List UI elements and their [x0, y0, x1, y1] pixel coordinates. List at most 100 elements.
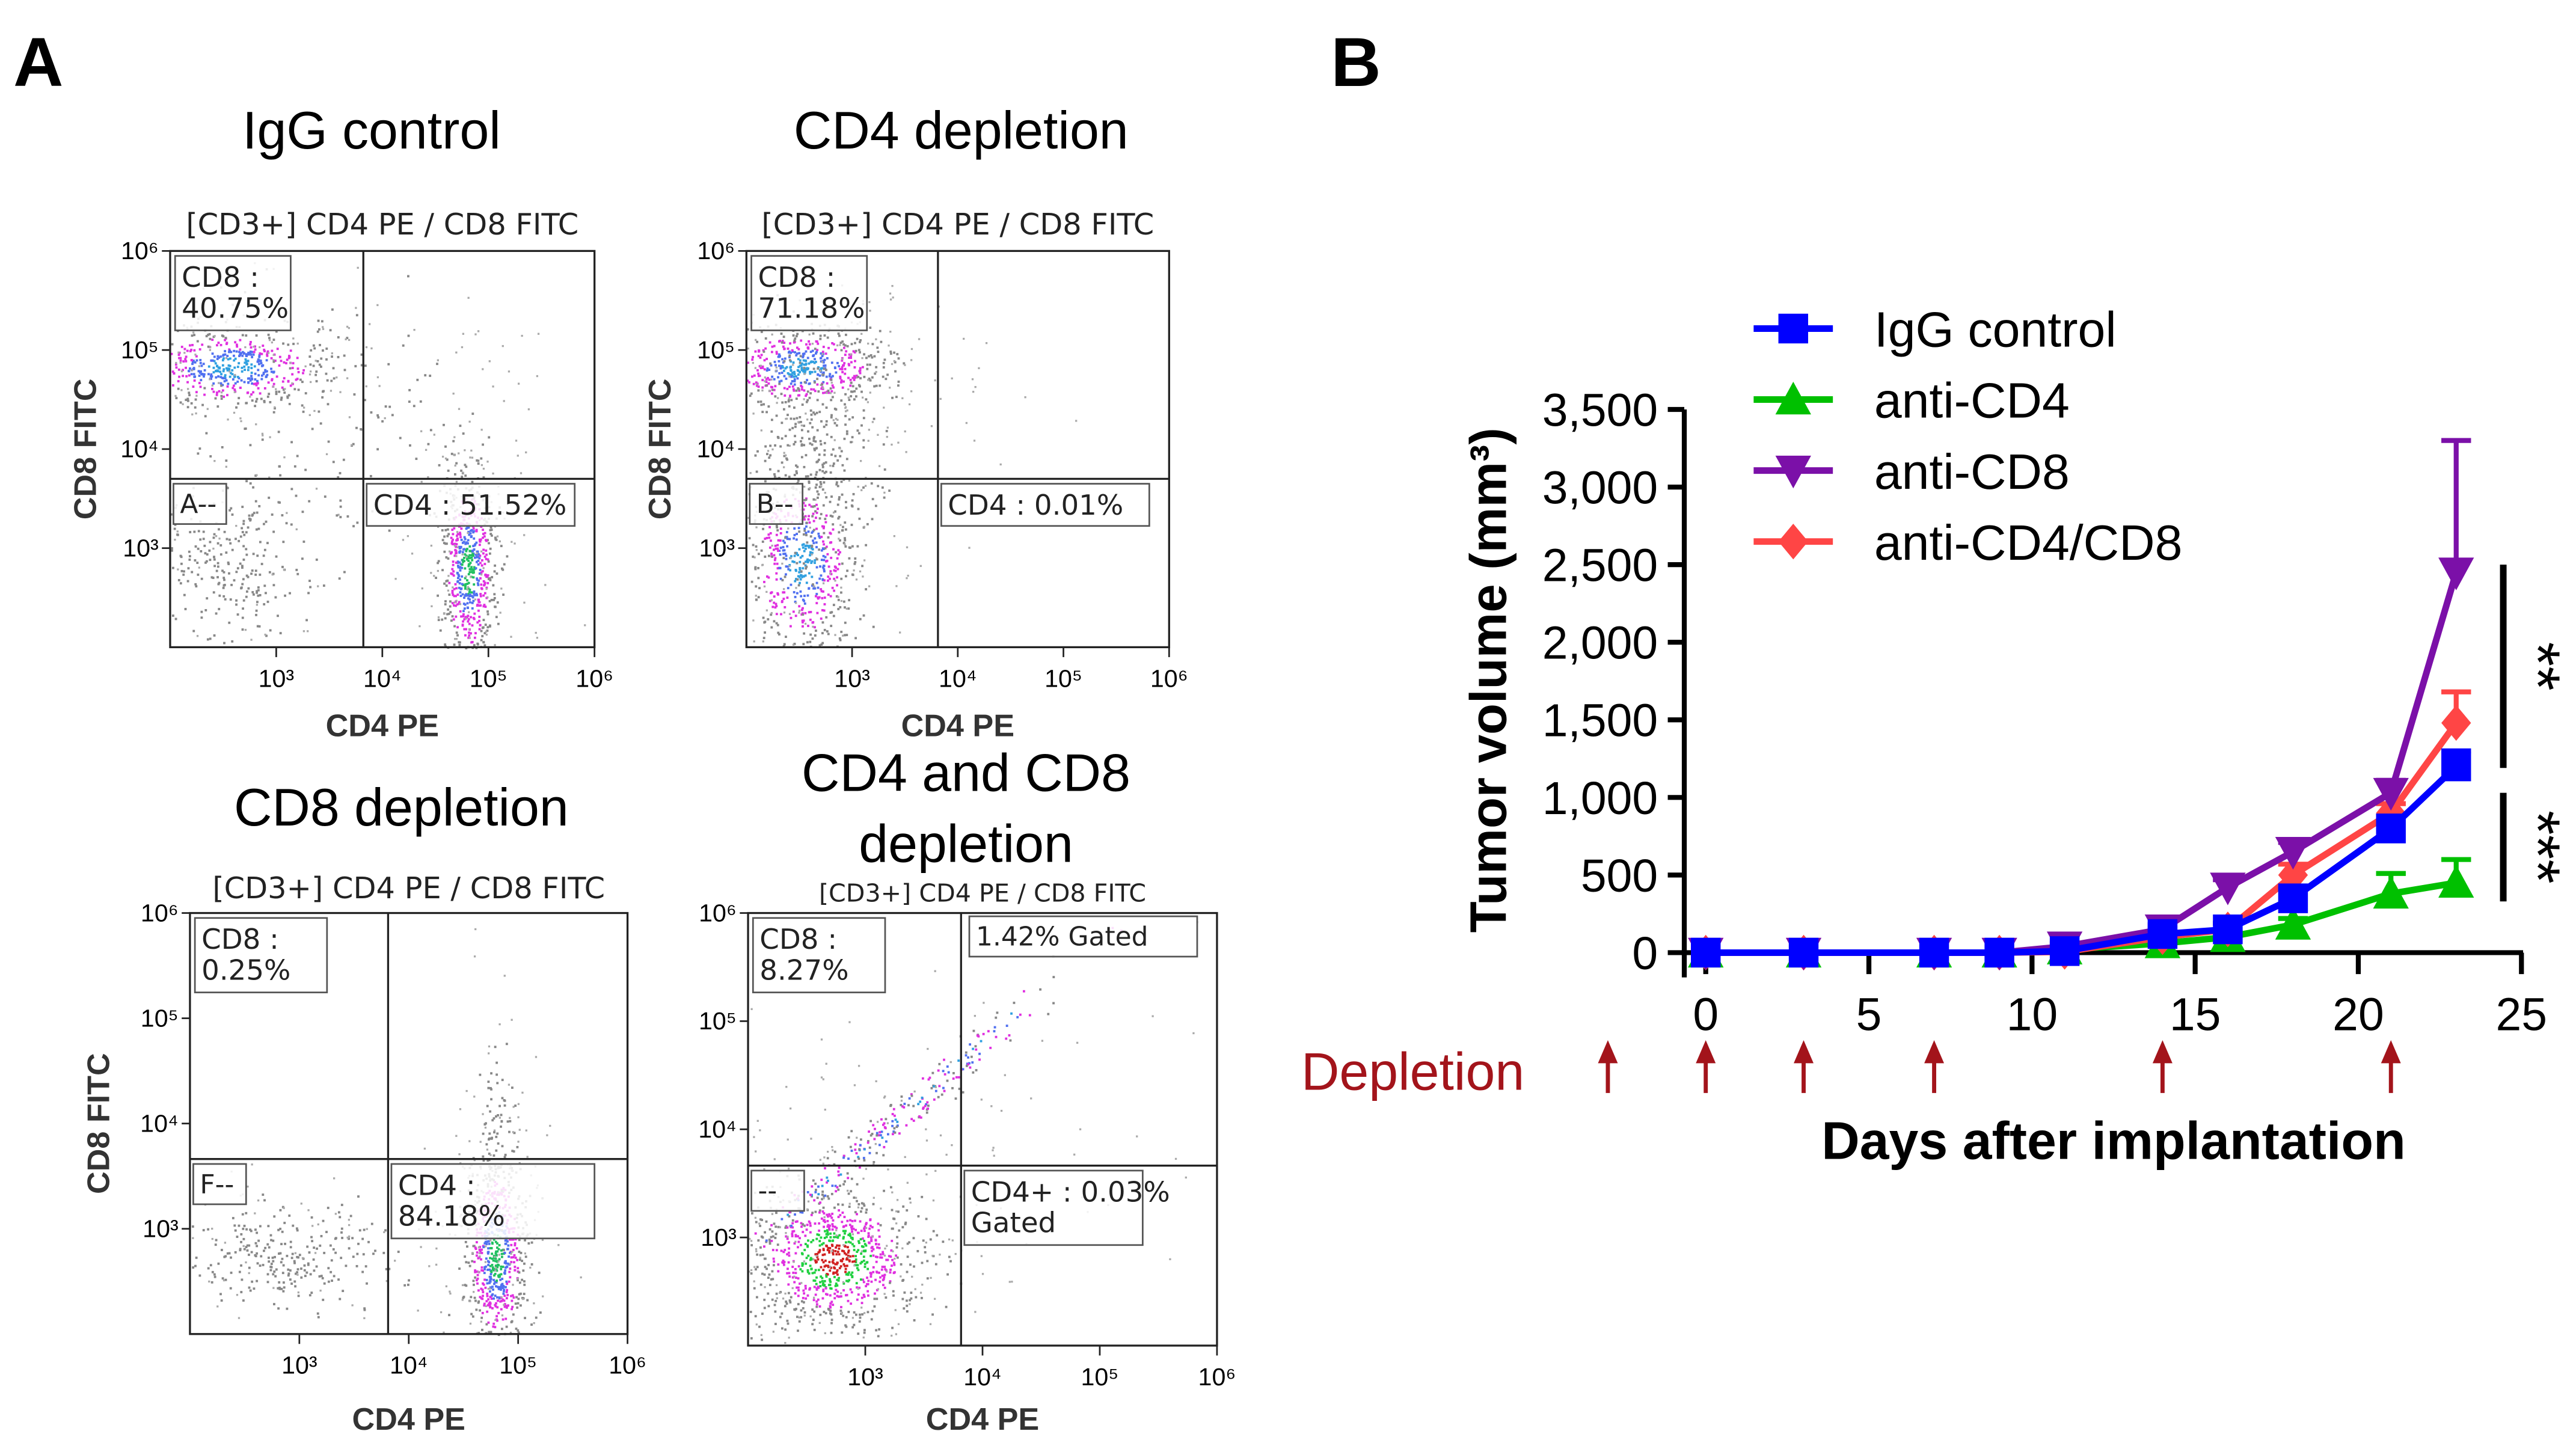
event-dot — [250, 377, 253, 380]
event-dot — [228, 364, 232, 367]
event-dot — [483, 1278, 486, 1281]
event-dot — [838, 531, 841, 534]
event-dot — [869, 1273, 872, 1276]
event-dot — [868, 301, 871, 304]
event-dot — [468, 554, 471, 557]
event-dot — [826, 553, 829, 556]
event-dot — [815, 473, 818, 476]
event-dot — [761, 541, 764, 543]
event-dot — [750, 1272, 753, 1275]
event-dot — [481, 1328, 483, 1331]
event-dot — [817, 532, 820, 535]
event-dot — [822, 1288, 825, 1291]
event-dot — [814, 1269, 817, 1272]
event-dot — [259, 360, 262, 363]
event-dot — [800, 367, 803, 370]
event-dot — [247, 391, 250, 394]
event-dot — [879, 384, 882, 387]
event-dot — [818, 374, 821, 377]
event-dot — [464, 538, 467, 541]
event-dot — [198, 382, 201, 384]
event-dot — [234, 1251, 237, 1254]
event-dot — [293, 465, 296, 468]
event-dot — [301, 510, 304, 513]
event-dot — [467, 530, 470, 533]
event-dot — [829, 1310, 832, 1312]
event-dot — [779, 445, 782, 448]
event-dot — [255, 334, 258, 337]
event-dot — [282, 1290, 285, 1293]
event-dot — [503, 1252, 506, 1254]
event-dot — [746, 328, 749, 331]
event-dot — [179, 359, 182, 362]
event-dot — [297, 1294, 300, 1297]
event-dot — [847, 607, 850, 610]
event-dot — [799, 590, 802, 593]
event-dot — [821, 470, 824, 473]
event-dot — [352, 1255, 355, 1258]
event-dot — [377, 416, 380, 419]
event-dot — [468, 588, 471, 591]
event-dot — [516, 1258, 519, 1261]
event-dot — [825, 1274, 828, 1276]
event-dot — [780, 1249, 783, 1252]
event-dot — [517, 1279, 519, 1282]
event-dot — [262, 1193, 265, 1196]
event-dot — [848, 353, 851, 356]
event-dot — [828, 1251, 831, 1254]
event-dot — [814, 634, 817, 637]
event-dot — [318, 328, 320, 331]
event-dot — [860, 1296, 863, 1299]
event-dot — [504, 1262, 508, 1265]
event-dot — [759, 400, 762, 403]
event-dot — [250, 346, 253, 349]
event-dot — [832, 1258, 835, 1261]
event-dot — [815, 527, 818, 530]
event-dot — [488, 624, 491, 627]
event-dot — [490, 534, 493, 537]
event-dot — [203, 393, 206, 396]
event-dot — [483, 581, 486, 584]
event-dot — [821, 632, 824, 635]
event-dot — [260, 352, 263, 355]
y-tick-label: 10⁶ — [697, 237, 735, 265]
event-dot — [209, 346, 212, 349]
event-dot — [838, 496, 841, 499]
event-dot — [310, 1216, 313, 1219]
event-dot — [468, 568, 471, 571]
event-dot — [266, 395, 269, 398]
event-dot — [289, 361, 292, 364]
event-dot — [865, 1285, 868, 1288]
event-dot — [482, 567, 485, 569]
event-dot — [821, 547, 824, 550]
event-dot — [226, 1252, 229, 1255]
event-dot — [811, 426, 814, 429]
event-dot — [329, 1244, 332, 1247]
event-dot — [452, 538, 454, 541]
event-dot — [775, 1249, 778, 1252]
event-dot — [500, 1120, 503, 1123]
event-dot — [535, 1316, 538, 1319]
event-dot — [517, 382, 520, 385]
event-dot — [799, 361, 802, 364]
event-dot — [802, 533, 805, 536]
event-dot — [536, 637, 539, 639]
event-dot — [790, 399, 793, 402]
event-dot — [479, 1252, 481, 1255]
event-dot — [436, 363, 438, 366]
event-dot — [842, 380, 845, 383]
event-dot — [473, 583, 476, 586]
event-dot — [260, 397, 263, 400]
event-dot — [891, 1209, 894, 1212]
event-dot — [268, 496, 271, 499]
event-dot — [219, 343, 222, 346]
gate-label-box — [940, 483, 1150, 527]
event-dot — [821, 488, 824, 491]
event-dot — [825, 560, 827, 563]
event-dot — [334, 1237, 337, 1240]
event-dot — [837, 1188, 840, 1191]
event-dot — [223, 380, 226, 382]
event-dot — [316, 330, 319, 333]
event-dot — [388, 529, 391, 532]
event-dot — [824, 461, 827, 464]
